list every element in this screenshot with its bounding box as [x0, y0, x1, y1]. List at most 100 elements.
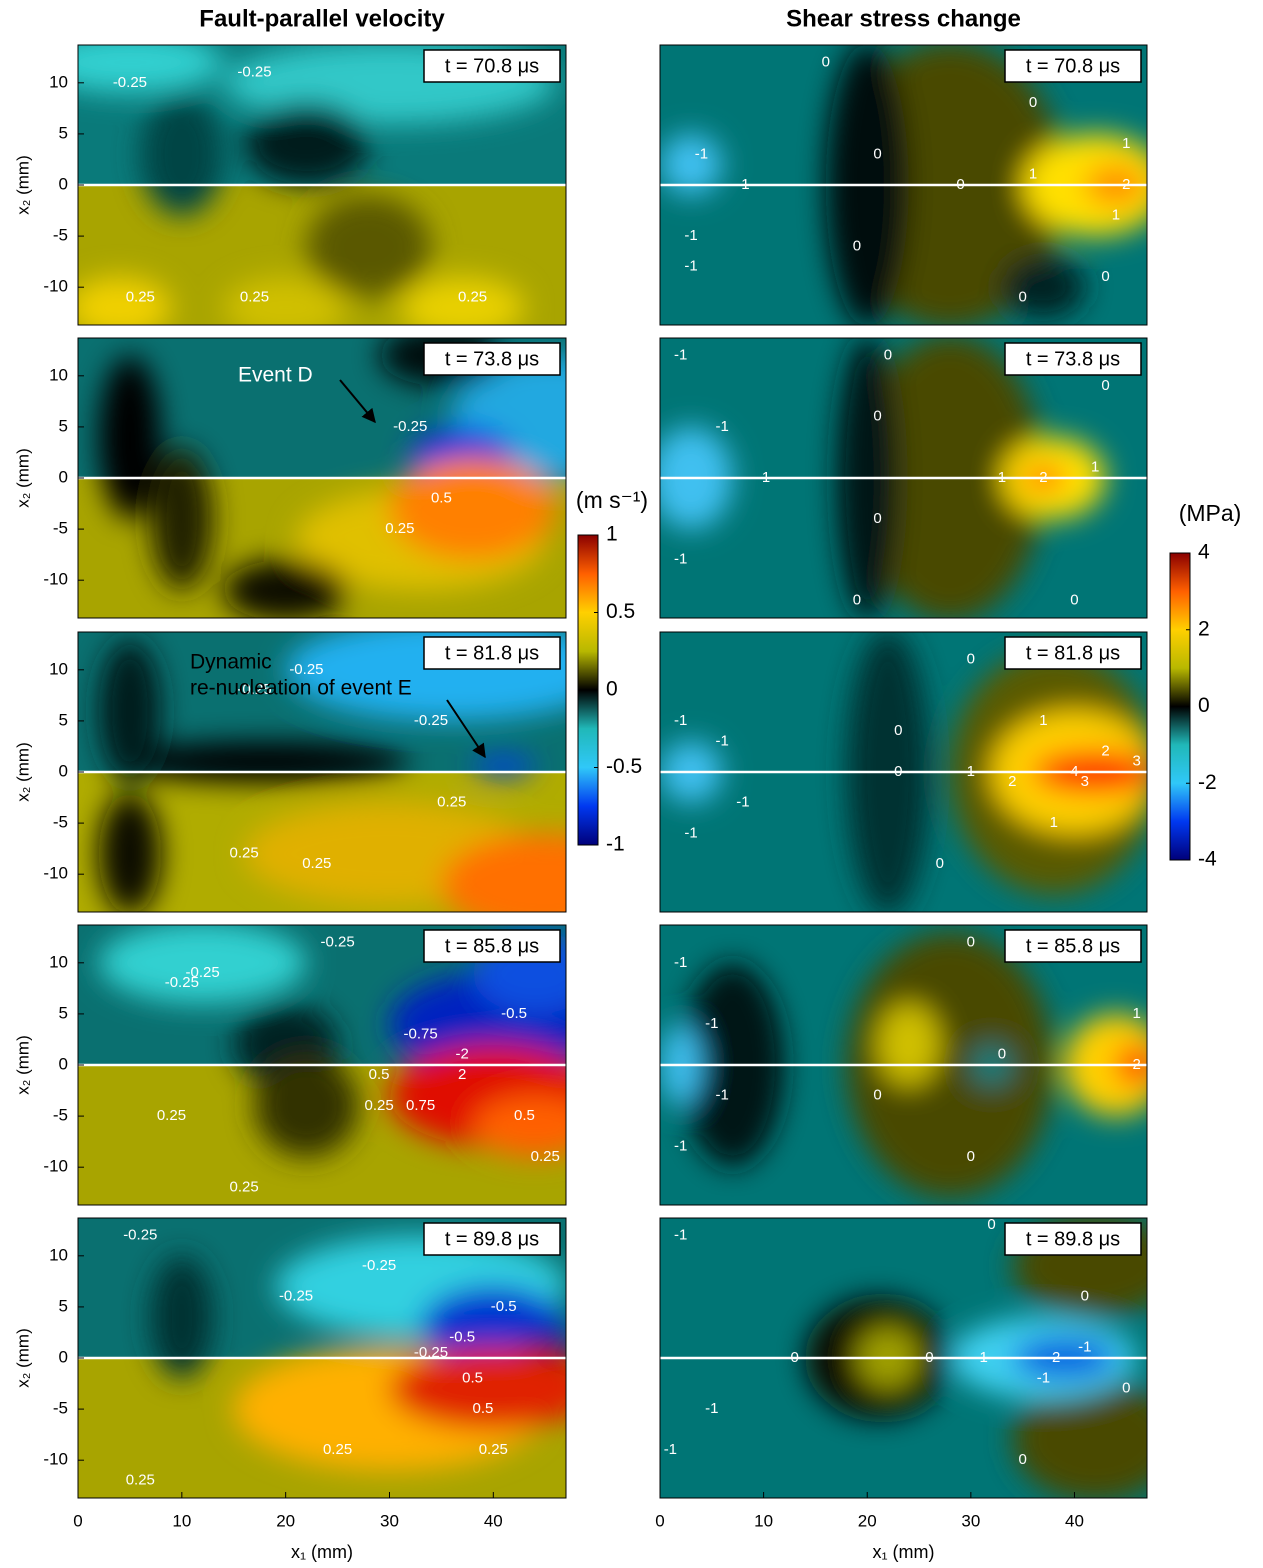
contour-label: 1: [967, 763, 975, 780]
contour-field: -0.25-0.25-0.25-0.5-0.75-220.50.25 0.750.…: [78, 925, 566, 1205]
contour-label: -1: [1078, 1339, 1091, 1356]
time-box: [1004, 636, 1142, 670]
contour-label: 0.25: [458, 288, 487, 305]
colorbar-tick-label: -0.5: [606, 755, 642, 778]
contour-label: 1: [1132, 1005, 1140, 1022]
contour-label: -1: [674, 1138, 687, 1155]
contour-label: -0.5: [491, 1298, 517, 1315]
contour-label: 0: [1081, 1288, 1089, 1305]
callout-text: re-nucleation of event E: [190, 677, 412, 700]
colorbar-tick-label: 2: [1198, 617, 1210, 640]
contour-label: 0: [791, 1349, 799, 1366]
contour-label: 2: [1039, 469, 1047, 486]
contour-label: 0: [1122, 1380, 1130, 1397]
y-tick-label: 0: [59, 174, 68, 193]
contour-label: -0.25: [185, 964, 219, 981]
contour-label: -1: [674, 1226, 687, 1243]
contour-label: 0.5: [514, 1107, 535, 1124]
y-tick-label: 0: [59, 467, 68, 486]
contour-label: 0.25: [126, 1472, 155, 1489]
callout-arrow: [446, 699, 486, 759]
field-feature: [244, 103, 369, 185]
y-tick-label: -10: [43, 1157, 68, 1176]
contour-label: 0: [822, 53, 830, 70]
contour-label: 0: [998, 1046, 1006, 1063]
contour-label: -1: [684, 824, 697, 841]
contour-label: -1: [736, 794, 749, 811]
contour-label: 0: [956, 176, 964, 193]
callout-arrow: [339, 379, 376, 424]
contour-label: -0.75: [404, 1025, 438, 1042]
field-feature: [119, 741, 411, 783]
contour-label: 0: [1029, 94, 1037, 111]
contour-label: 0: [873, 408, 881, 425]
colorbar-tick-label: -1: [606, 833, 625, 856]
time-label: t = 73.8 μs: [1026, 348, 1120, 370]
x-tick-label: 30: [961, 1511, 980, 1530]
y-tick-label: -10: [43, 570, 68, 589]
x-axis-label: x₁ (mm): [291, 1542, 353, 1562]
contour-label: 0: [967, 933, 975, 950]
contour-label: 1: [1112, 207, 1120, 224]
contour-label: 4: [1070, 763, 1078, 780]
y-tick-label: 10: [49, 952, 68, 971]
y-tick-label: -5: [53, 1399, 68, 1418]
contour-label: 0: [873, 1087, 881, 1104]
field-feature: [78, 276, 172, 325]
y-tick-label: 0: [59, 761, 68, 780]
contour-label: -1: [674, 954, 687, 971]
field-feature: [150, 447, 213, 591]
time-label: t = 85.8 μs: [445, 935, 539, 957]
contour-label: 0: [1101, 268, 1109, 285]
y-tick-label: 5: [59, 1003, 68, 1022]
colorbar-tick-label: 0: [1198, 694, 1210, 717]
contour-field: 0 0 0 0 -1 -1 -1 -1 1 2: [660, 925, 1147, 1205]
contour-label: -1: [684, 227, 697, 244]
field-feature: [140, 93, 224, 216]
y-tick-label: -10: [43, 864, 68, 883]
contour-label: -0.25: [414, 1344, 448, 1361]
contour-field: -0.25 -0.25 -0.25 0.25 0.25 0.25: [78, 632, 566, 912]
contour-label: 0.5: [431, 489, 452, 506]
time-box: [423, 49, 561, 83]
field-feature: [399, 276, 525, 325]
y-tick-label: 5: [59, 123, 68, 142]
time-box: [423, 636, 561, 670]
colorbar-label: (MPa): [1179, 500, 1242, 526]
contour-label: 0.25: [126, 288, 155, 305]
contour-label: 1: [1091, 459, 1099, 476]
contour-label: -1: [975, 1349, 988, 1366]
contour-label: -1: [757, 469, 770, 486]
callout-text: Dynamic: [190, 651, 272, 674]
contour-label: -0.5: [501, 1005, 527, 1022]
panel-frame: [659, 337, 1148, 619]
contour-label: 0: [1101, 377, 1109, 394]
contour-field: -0.25 0.5 0.25: [78, 338, 566, 618]
time-box: [423, 342, 561, 376]
colorbar-tick-label: -4: [1198, 848, 1217, 871]
contour-label: 0.25: [230, 845, 259, 862]
time-box: [423, 929, 561, 963]
contour-label: -1: [674, 712, 687, 729]
contour-label: -2: [1047, 1349, 1060, 1366]
field-features: [98, 338, 566, 618]
colorbar-label: (m s⁻¹): [576, 487, 648, 513]
field-feature: [1001, 256, 1085, 318]
contour-label: 0: [1070, 592, 1078, 609]
time-label: t = 73.8 μs: [445, 348, 539, 370]
x-tick-label: 20: [276, 1511, 295, 1530]
contour-label: -1: [695, 145, 708, 162]
contour-label: 0: [894, 722, 902, 739]
x-tick-label: 10: [172, 1511, 191, 1530]
colorbar-tick-label: 1: [606, 523, 618, 546]
contour-label: -1: [715, 418, 728, 435]
contour-label: 3: [1081, 773, 1089, 790]
field-feature: [150, 1255, 213, 1379]
x-axis-label: x₁ (mm): [872, 1542, 934, 1562]
x-tick-label: 40: [1065, 1511, 1084, 1530]
time-box: [1004, 342, 1142, 376]
contour-label: 0.25: [157, 1107, 186, 1124]
contour-label: 0.25: [385, 520, 414, 537]
